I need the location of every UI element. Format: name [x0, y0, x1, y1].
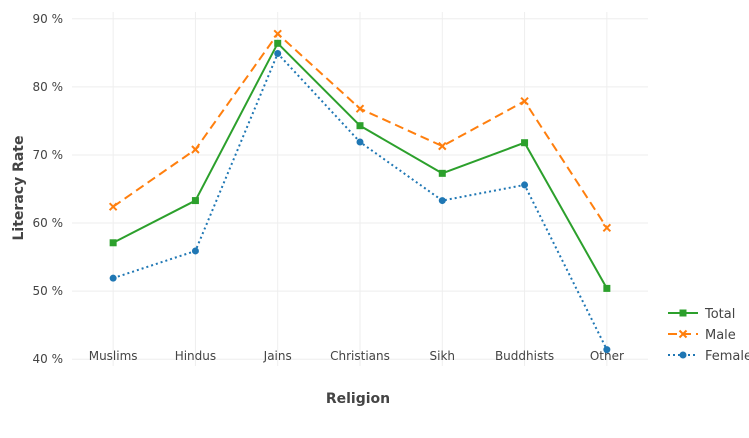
x-tick-label: Sikh [430, 349, 456, 363]
x-tick-label: Jains [263, 349, 292, 363]
data-point-female [356, 138, 364, 146]
data-point-male [108, 202, 118, 211]
data-point-total [438, 169, 446, 177]
data-point-male [355, 104, 365, 113]
data-point-total [274, 39, 282, 47]
data-point-total [521, 139, 529, 147]
grid [72, 12, 648, 366]
y-tick-label: 80 % [33, 80, 64, 94]
data-point-female [109, 274, 117, 282]
x-tick-label: Hindus [175, 349, 216, 363]
x-axis-ticks: Muslims Hindus Jains Christians Sikh Buddhist… [89, 349, 624, 363]
data-point-male [520, 96, 529, 106]
series [108, 29, 612, 354]
legend-marker [679, 351, 687, 359]
y-tick-label: 90 % [33, 12, 64, 26]
series-total [109, 39, 611, 292]
data-point-male [602, 223, 612, 233]
data-point-female [438, 197, 446, 205]
data-point-total [191, 197, 199, 205]
data-point-female [603, 346, 611, 354]
y-axis-title: Literacy Rate [11, 136, 27, 241]
legend-label: Total [704, 307, 735, 322]
y-tick-label: 70 % [33, 148, 64, 162]
legend-item-male: Male [668, 328, 736, 343]
x-tick-label: Christians [330, 349, 390, 363]
y-tick-label: 50 % [33, 284, 64, 298]
series-male [108, 29, 612, 233]
x-axis-title: Religion [326, 391, 390, 407]
data-point-female [521, 181, 529, 189]
data-point-female [191, 247, 199, 255]
legend-label: Female [705, 349, 749, 364]
legend: Total Male Female [668, 307, 749, 364]
x-tick-label: Other [590, 349, 624, 363]
legend-label: Male [705, 328, 736, 343]
data-point-male [191, 145, 200, 154]
data-point-total [603, 284, 611, 292]
data-point-male [438, 141, 447, 151]
legend-marker [679, 309, 687, 317]
data-point-male [273, 29, 282, 38]
y-tick-label: 60 % [33, 216, 64, 230]
data-point-total [356, 122, 364, 130]
y-axis-ticks: 40 % 50 % 60 % 70 % 80 % 90 % [33, 12, 64, 366]
y-tick-label: 40 % [33, 352, 64, 366]
data-point-female [274, 50, 282, 58]
x-tick-label: Buddhists [495, 349, 554, 363]
legend-item-female: Female [668, 349, 749, 364]
series-female [109, 50, 611, 354]
data-point-total [109, 239, 117, 247]
legend-item-total: Total [668, 307, 735, 322]
legend-marker [678, 329, 688, 339]
x-tick-label: Muslims [89, 349, 138, 363]
